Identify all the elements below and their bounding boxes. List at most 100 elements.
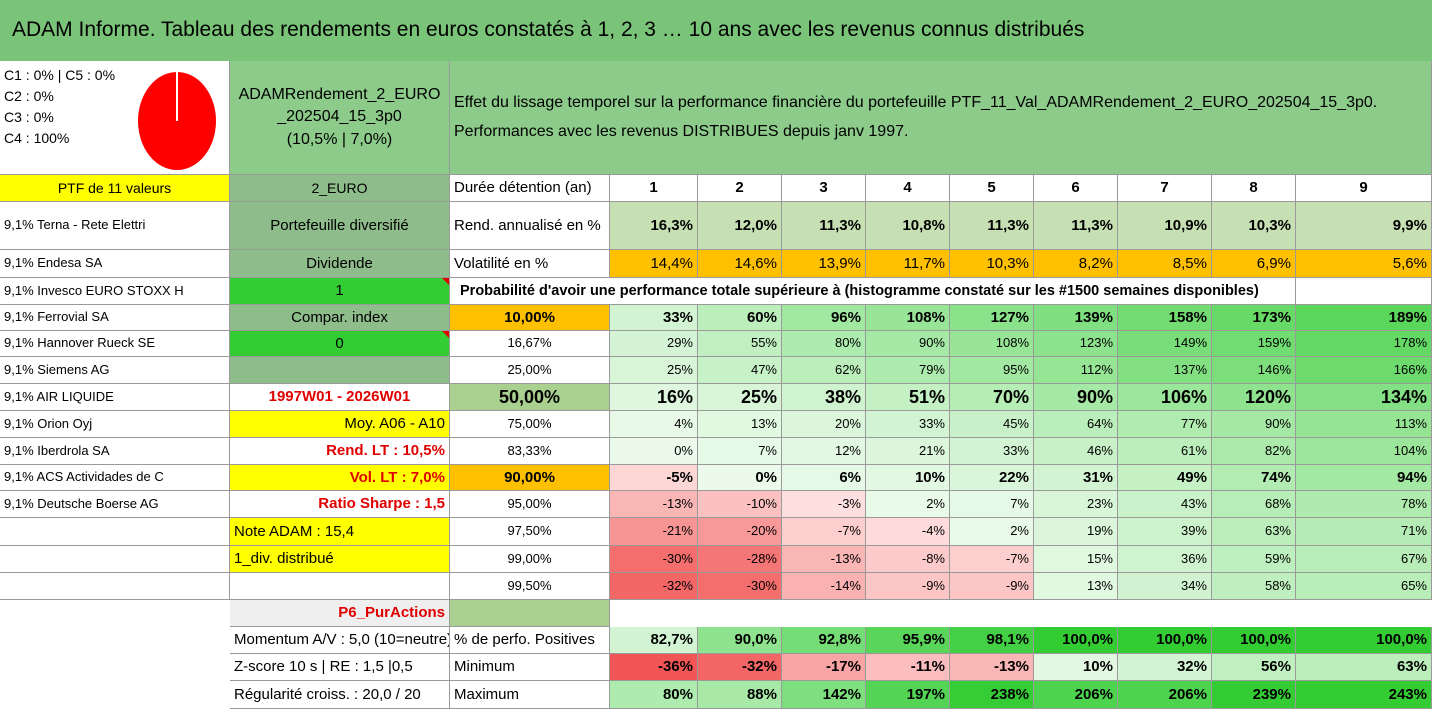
prob-value: 29%: [610, 331, 698, 357]
empty-cell: [0, 546, 230, 573]
ptf-label: PTF de 11 valeurs: [0, 175, 230, 202]
prob-value: 25%: [698, 384, 782, 411]
prob-value: 13%: [1034, 573, 1118, 600]
prob-value: 166%: [1296, 357, 1432, 384]
holding-item: 9,1% Deutsche Boerse AG: [0, 491, 230, 518]
prob-value: 90%: [1034, 384, 1118, 411]
prob-value: -20%: [698, 518, 782, 546]
effect-description: Effet du lissage temporel sur la perform…: [450, 61, 1432, 175]
prob-value: 62%: [782, 357, 866, 384]
prob-value: 33%: [610, 305, 698, 331]
min-value: -32%: [698, 654, 782, 681]
vol-value: 11,7%: [866, 250, 950, 278]
prob-value: 25%: [610, 357, 698, 384]
prob-value: 33%: [950, 438, 1034, 465]
prob-threshold: 50,00%: [450, 384, 610, 411]
pos-value: 90,0%: [698, 627, 782, 654]
effect-line: Effet du lissage temporel sur la perform…: [454, 94, 1378, 112]
prob-value: 139%: [1034, 305, 1118, 331]
prob-threshold: 99,50%: [450, 573, 610, 600]
prob-value: 60%: [698, 305, 782, 331]
min-value: 63%: [1296, 654, 1432, 681]
prob-value: -28%: [698, 546, 782, 573]
prob-value: 79%: [866, 357, 950, 384]
prob-value: 7%: [950, 491, 1034, 518]
rend-label: Rend. annualisé en %: [450, 202, 610, 250]
class-breakdown: C1 : 0% | C5 : 0% C2 : 0% C3 : 0% C4 : 100%: [0, 61, 230, 175]
prob-value: 96%: [782, 305, 866, 331]
dividend-value: 1: [230, 278, 450, 305]
regularite-label: Régularité croiss. : 20,0 / 20: [230, 681, 450, 709]
rend-lt-label: Rend. LT : 10,5%: [230, 438, 450, 465]
moy-label: Moy. A06 - A10: [230, 411, 450, 438]
max-value: 80%: [610, 681, 698, 709]
prob-value: 64%: [1034, 411, 1118, 438]
prob-value: 45%: [950, 411, 1034, 438]
pos-value: 98,1%: [950, 627, 1034, 654]
prob-value: 95%: [950, 357, 1034, 384]
prob-value: 71%: [1296, 518, 1432, 546]
empty-cell: [0, 573, 230, 600]
prob-value: -5%: [610, 465, 698, 491]
prob-threshold: 75,00%: [450, 411, 610, 438]
prob-value: 49%: [1118, 465, 1212, 491]
prob-value: 19%: [1034, 518, 1118, 546]
rend-value: 11,3%: [950, 202, 1034, 250]
max-value: 197%: [866, 681, 950, 709]
compar-index-label: Compar. index: [230, 305, 450, 331]
sharpe-label: Ratio Sharpe : 1,5: [230, 491, 450, 518]
prob-value: 38%: [782, 384, 866, 411]
prob-value: 68%: [1212, 491, 1296, 518]
vol-value: 8,5%: [1118, 250, 1212, 278]
year-header: 7: [1118, 175, 1212, 202]
prob-value: -13%: [610, 491, 698, 518]
prob-value: -8%: [866, 546, 950, 573]
prob-value: 158%: [1118, 305, 1212, 331]
year-header: 8: [1212, 175, 1296, 202]
vol-value: 5,6%: [1296, 250, 1432, 278]
class-line: C2 : 0%: [4, 88, 54, 105]
min-value: -13%: [950, 654, 1034, 681]
prob-value: 6%: [782, 465, 866, 491]
prob-value: 7%: [698, 438, 782, 465]
vol-lt-label: Vol. LT : 7,0%: [230, 465, 450, 491]
prob-value: 173%: [1212, 305, 1296, 331]
prob-threshold: 99,00%: [450, 546, 610, 573]
prob-value: 39%: [1118, 518, 1212, 546]
prob-value: -9%: [950, 573, 1034, 600]
prob-value: 36%: [1118, 546, 1212, 573]
prob-value: 51%: [866, 384, 950, 411]
holding-item: 9,1% Orion Oyj: [0, 411, 230, 438]
prob-value: -21%: [610, 518, 698, 546]
portfolio-name: ADAMRendement_2_EURO _202504_15_3p0 (10,5%…: [230, 61, 450, 175]
prob-value: 74%: [1212, 465, 1296, 491]
prob-value: -3%: [782, 491, 866, 518]
max-value: 243%: [1296, 681, 1432, 709]
portfolio-name-line: ADAMRendement_2_EURO: [238, 85, 441, 103]
pos-value: 100,0%: [1118, 627, 1212, 654]
year-header: 9: [1296, 175, 1432, 202]
prob-threshold: 25,00%: [450, 357, 610, 384]
year-header: 4: [866, 175, 950, 202]
max-label: Maximum: [450, 681, 610, 709]
prob-value: 46%: [1034, 438, 1118, 465]
prob-value: 16%: [610, 384, 698, 411]
holding-item: 9,1% Siemens AG: [0, 357, 230, 384]
holding-item: 9,1% Iberdrola SA: [0, 438, 230, 465]
effect-line: Performances avec les revenus DISTRIBUES…: [454, 122, 909, 140]
zscore-label: Z-score 10 s | RE : 1,5 |0,5: [230, 654, 450, 681]
max-value: 238%: [950, 681, 1034, 709]
class-line: C4 : 100%: [4, 130, 70, 147]
rend-value: 11,3%: [1034, 202, 1118, 250]
rend-value: 10,8%: [866, 202, 950, 250]
prob-value: 108%: [950, 331, 1034, 357]
pos-value: 100,0%: [1034, 627, 1118, 654]
prob-value: 112%: [1034, 357, 1118, 384]
year-header: 3: [782, 175, 866, 202]
vol-value: 13,9%: [782, 250, 866, 278]
empty-cell: [230, 573, 450, 600]
prob-value: 58%: [1212, 573, 1296, 600]
rend-value: 16,3%: [610, 202, 698, 250]
prob-value: 90%: [866, 331, 950, 357]
empty-cell: [450, 600, 610, 627]
